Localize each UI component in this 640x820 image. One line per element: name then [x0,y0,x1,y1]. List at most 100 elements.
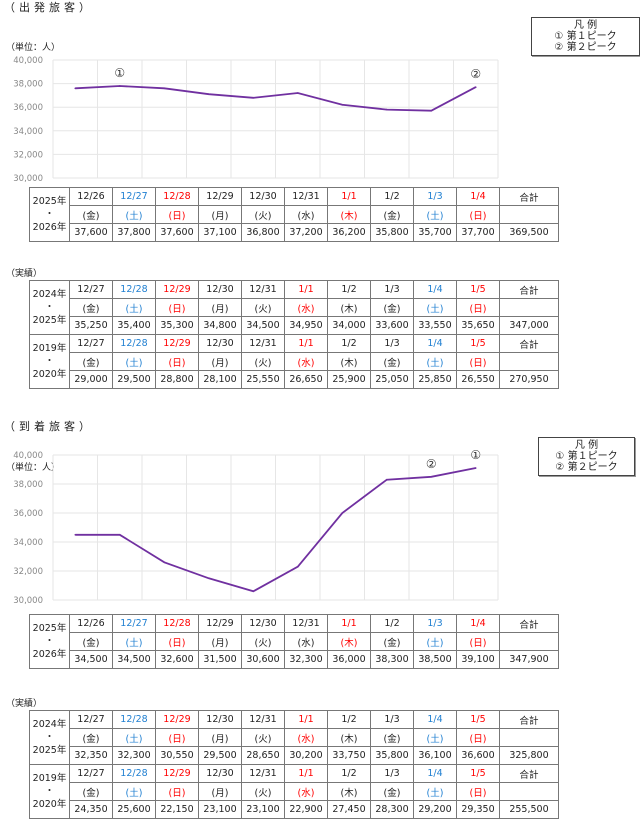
year-end: 2025年 [32,745,67,756]
date-cell: 12/31 [284,187,328,206]
value-cell: 31,500 [198,650,242,669]
weekday-cell: (金) [69,782,113,801]
weekday-cell: (日) [155,205,199,224]
weekday-cell: (金) [69,728,113,747]
total-header: 合計 [499,187,559,206]
value-cell: 25,050 [370,370,414,389]
date-cell: 12/26 [69,187,113,206]
date-cell: 12/29 [155,280,199,299]
value-cell: 29,200 [413,800,457,819]
date-cell: 12/29 [155,710,199,729]
arrival-chart: 30,000 32,000 34,000 36,000 38,000 40,000 ② ① [13,448,499,606]
date-cell: 1/5 [456,334,500,353]
weekday-cell: (金) [370,782,414,801]
date-cell: 12/27 [69,764,113,783]
total-header: 合計 [499,614,559,633]
weekday-cell: (金) [370,352,414,371]
year-end: 2020年 [32,799,67,810]
date-cell: 1/4 [456,614,500,633]
year-label: 2025年・ 2026年 [29,614,70,669]
weekday-cell: (月) [198,728,242,747]
value-cell: 35,400 [112,316,156,335]
value-cell: 29,500 [198,746,242,765]
date-cell: 12/31 [241,280,285,299]
weekday-cell: (日) [155,352,199,371]
date-cell: 1/2 [327,764,371,783]
value-cell: 30,550 [155,746,199,765]
data-point [207,93,210,96]
value-cell: 30,600 [241,650,285,669]
weekday-cell: (土) [112,205,156,224]
weekday-cell: (月) [198,782,242,801]
value-cell: 26,550 [456,370,500,389]
value-cell: 29,500 [112,370,156,389]
date-cell: 1/4 [456,187,500,206]
weekday-cell: (木) [327,205,371,224]
data-point [474,467,477,469]
weekday-cell: (水) [284,728,328,747]
data-point [163,561,166,564]
weekday-cell: (日) [456,298,500,317]
date-cell: 12/31 [241,764,285,783]
date-cell: 12/29 [155,334,199,353]
y-tick-label: 34,000 [13,538,43,548]
weekday-cell: (日) [155,298,199,317]
arrival-results-label: （実績） [6,699,43,709]
y-tick-label: 34,000 [13,127,43,137]
date-cell: 12/30 [241,187,285,206]
departure-title: （出発旅客） [4,1,94,14]
value-cell: 25,550 [241,370,285,389]
date-cell: 1/2 [327,334,371,353]
weekday-cell: (日) [456,632,500,651]
y-tick-label: 40,000 [13,451,43,461]
y-tick-label: 40,000 [13,56,43,66]
date-cell: 1/1 [284,280,328,299]
value-cell: 22,900 [284,800,328,819]
data-point [474,86,477,88]
year-start: 2024年 [32,719,67,730]
value-cell: 25,850 [413,370,457,389]
weekday-cell: (火) [241,352,285,371]
weekday-cell: (土) [413,782,457,801]
date-cell: 1/3 [370,334,414,353]
empty-cell [499,352,559,371]
year-end: 2026年 [32,222,67,233]
y-tick-label: 38,000 [13,480,43,490]
value-cell: 29,000 [69,370,113,389]
weekday-cell: (火) [241,632,285,651]
value-cell: 24,350 [69,800,113,819]
date-cell: 1/5 [456,280,500,299]
weekday-cell: (水) [284,205,328,224]
date-cell: 1/1 [284,764,328,783]
weekday-cell: (金) [69,205,113,224]
total-header: 合計 [499,764,559,783]
weekday-cell: (金) [69,632,113,651]
value-cell: 36,600 [456,746,500,765]
year-end: 2025年 [32,315,67,326]
y-tick-label: 30,000 [13,596,43,606]
weekday-cell: (土) [413,728,457,747]
weekday-cell: (金) [69,298,113,317]
weekday-cell: (水) [284,782,328,801]
value-cell: 28,800 [155,370,199,389]
year-separator: ・ [44,732,55,743]
data-point [118,85,121,87]
departure-unit-label: （単位：人） [6,43,61,53]
data-point [252,96,255,99]
weekday-cell: (土) [413,632,457,651]
data-point [430,109,433,112]
total-value: 347,000 [499,316,559,335]
arrival-legend: 凡 例 ① 第１ピーク ② 第２ピーク [538,437,635,476]
year-label: 2019年・ 2020年 [29,334,70,389]
date-cell: 1/3 [370,764,414,783]
series-line [75,85,477,112]
value-cell: 37,800 [112,223,156,242]
date-cell: 1/4 [413,334,457,353]
weekday-cell: (日) [456,782,500,801]
value-cell: 29,350 [456,800,500,819]
date-cell: 12/29 [198,614,242,633]
year-separator: ・ [44,356,55,367]
year-start: 2019年 [32,773,67,784]
departure-chart: 30,000 32,000 34,000 36,000 38,000 40,000 ① ② [13,56,499,184]
value-cell: 28,100 [198,370,242,389]
